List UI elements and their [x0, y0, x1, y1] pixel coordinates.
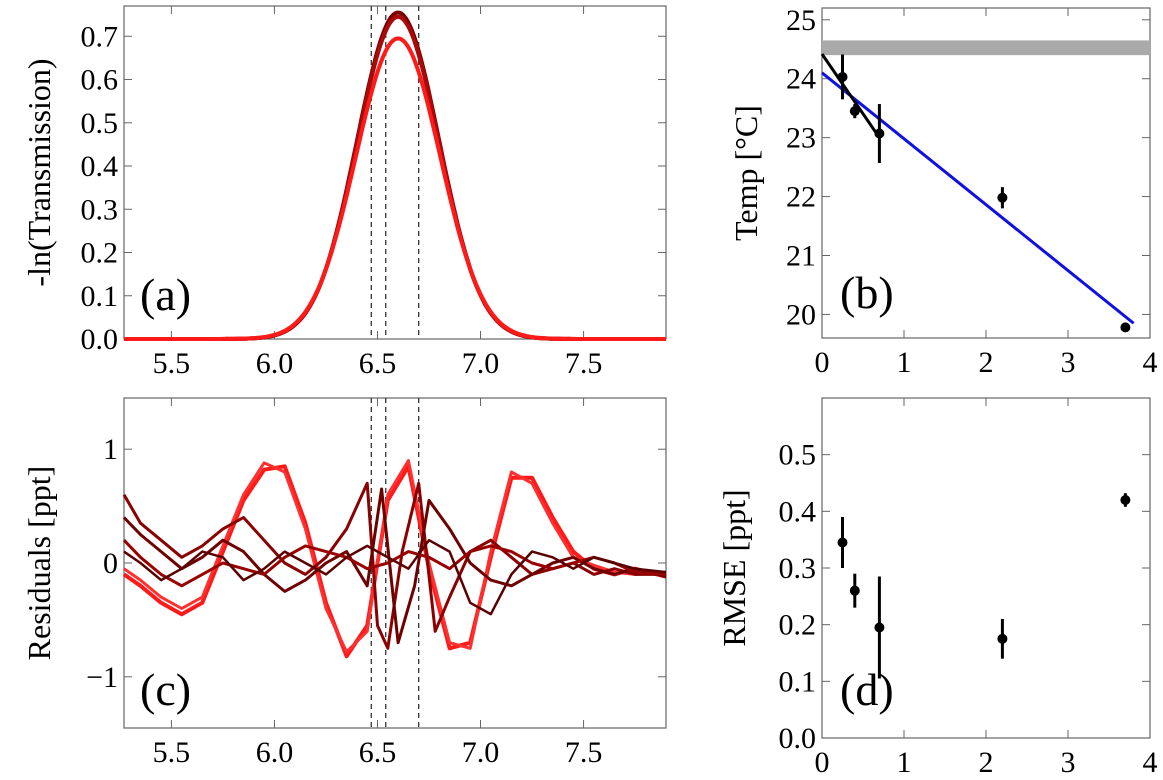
y-tick-label: 25 [786, 4, 816, 37]
y-axis-title: Residuals [ppt] [21, 466, 57, 661]
data-point [837, 71, 848, 82]
x-tick-label: 1 [897, 746, 912, 779]
x-tick-label: 3 [1061, 346, 1076, 379]
data-point [849, 106, 860, 117]
panel-tag-c: (c) [140, 664, 191, 715]
panel-c: 5.5 6.0 6.5 7.0 7.5 1 0 −1 Residuals [ppt] (c) [21, 397, 667, 769]
y-tick-label: 20 [786, 298, 816, 331]
y-tick-label: 0.2 [81, 237, 119, 270]
series-line-dark-4 [123, 538, 667, 616]
data-point [837, 537, 848, 548]
series-line-bright-2 [123, 459, 667, 654]
y-tick-label: 22 [786, 181, 816, 214]
series-line-mid [124, 14, 666, 341]
x-tick-label: 6.5 [359, 736, 397, 769]
y-tick-label: 21 [786, 240, 816, 273]
x-tick-label: 7.0 [462, 347, 500, 380]
y-tick-label: 0.6 [81, 64, 119, 97]
series-line-bright [124, 36, 666, 341]
series-line-dark [124, 10, 666, 341]
y-tick-label: 0 [103, 547, 118, 580]
x-tick-label: 1 [897, 346, 912, 379]
y-tick-label: 0.0 [81, 323, 119, 356]
x-tick-label: 7.5 [565, 347, 603, 380]
x-tick-label: 6.0 [256, 347, 294, 380]
y-tick-label: 0.2 [779, 609, 817, 642]
data-point [849, 585, 860, 596]
x-tick-label: 6.0 [256, 736, 294, 769]
y-tick-label: 0.7 [81, 20, 119, 53]
data-point [1120, 322, 1131, 333]
x-tick-label: 3 [1061, 746, 1076, 779]
panel-tag-b: (b) [840, 267, 894, 318]
x-tick-label: 4 [1143, 746, 1158, 779]
y-tick-label: 0.1 [81, 280, 119, 313]
x-tick-label: 4 [1143, 346, 1158, 379]
y-tick-label: −1 [86, 661, 118, 694]
y-tick-label: 23 [786, 122, 816, 155]
data-point [997, 633, 1008, 644]
y-tick-label: 0.5 [779, 439, 817, 472]
y-tick-label: 24 [786, 63, 816, 96]
y-tick-label: 0.4 [81, 150, 119, 183]
panel-tag-a: (a) [140, 269, 191, 320]
x-tick-label: 5.5 [153, 347, 191, 380]
x-tick-label: 2 [979, 346, 994, 379]
plot-frame-a [123, 5, 667, 340]
y-axis-title: -ln(Transmission) [21, 58, 57, 286]
y-tick-label: 0.5 [81, 107, 119, 140]
x-tick-label: 0 [815, 746, 830, 779]
data-point [1120, 495, 1131, 505]
reference-band [822, 40, 1150, 56]
data-point [874, 622, 885, 633]
data-point [874, 128, 885, 139]
panel-d: 0 1 2 3 4 0.0 0.1 0.2 0.3 0.4 0.5 RMSE [ppt] (d) [716, 397, 1158, 779]
panel-a: 5.5 6.0 6.5 7.0 7.5 0.0 0.1 0.2 0.3 0.4 0.5 0.6 0.7-… [21, 5, 667, 380]
x-tick-label: 5.5 [153, 736, 191, 769]
y-tick-label: 0.0 [779, 722, 817, 755]
data-point [997, 192, 1008, 203]
x-tick-label: 0 [815, 346, 830, 379]
x-tick-label: 7.5 [565, 736, 603, 769]
fit-line-black-fit [820, 53, 881, 139]
y-axis-title: Temp [°C] [728, 105, 764, 241]
x-tick-label: 2 [979, 746, 994, 779]
y-tick-label: 1 [103, 433, 118, 466]
y-tick-label: 0.3 [81, 193, 119, 226]
x-tick-label: 6.5 [359, 347, 397, 380]
panel-tag-d: (d) [840, 664, 894, 715]
y-axis-title: RMSE [ppt] [716, 489, 752, 646]
y-tick-label: 0.3 [779, 552, 817, 585]
y-tick-label: 0.1 [779, 665, 817, 698]
series-line-dark-2 [122, 487, 667, 645]
fit-line-blue-fit [821, 71, 1135, 325]
x-tick-label: 7.0 [462, 736, 500, 769]
y-tick-label: 0.4 [779, 495, 817, 528]
